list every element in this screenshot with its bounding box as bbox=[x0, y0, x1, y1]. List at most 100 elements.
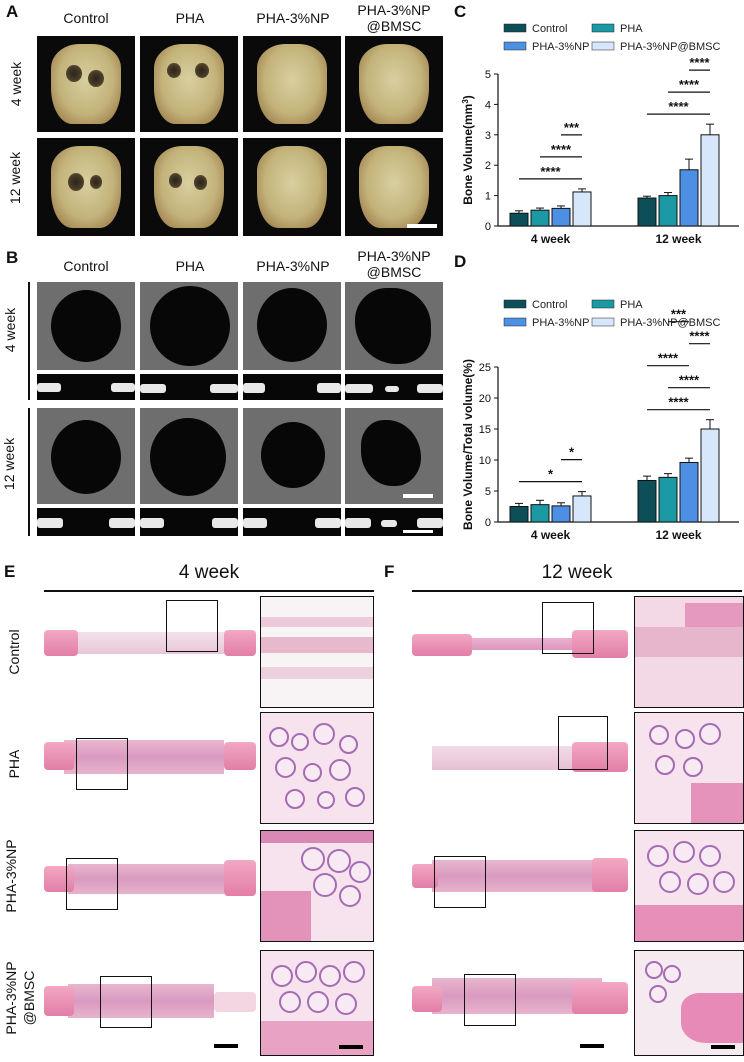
scale-bar-b2 bbox=[403, 530, 433, 533]
legend-label: PHA-3%NP bbox=[532, 317, 589, 329]
panel-label-b: B bbox=[6, 248, 19, 267]
significance-label: *** bbox=[671, 307, 687, 322]
ct-control-4w bbox=[37, 282, 135, 370]
bar bbox=[637, 197, 657, 227]
legend-label: PHA bbox=[620, 23, 643, 35]
y-tick-label: 15 bbox=[479, 424, 491, 436]
legend-swatch bbox=[591, 23, 615, 33]
panel-label-d: D bbox=[454, 252, 467, 271]
y-tick-label: 5 bbox=[485, 69, 491, 81]
scale-bar-e2 bbox=[339, 1045, 363, 1049]
panel-label-e: E bbox=[4, 562, 16, 581]
photo-pha3np-12w bbox=[243, 138, 341, 236]
legend-swatch bbox=[591, 41, 615, 51]
ct-slice-control-4w bbox=[37, 374, 135, 400]
significance-label: * bbox=[548, 467, 554, 482]
histology-control-12w bbox=[412, 596, 628, 706]
significance-label: **** bbox=[689, 55, 710, 70]
header-12week-f: 12 week bbox=[541, 562, 613, 583]
histology-pha3np-4w bbox=[44, 830, 256, 940]
bar bbox=[658, 476, 678, 523]
y-axis-label: Bone Volume(mm3) bbox=[461, 95, 476, 205]
bar bbox=[572, 495, 592, 523]
ct-slice-control-12w bbox=[37, 508, 135, 536]
legend-swatch bbox=[503, 299, 527, 309]
scale-bar-e1 bbox=[214, 1044, 238, 1048]
chart-d: Control PHA PHA-3%NP PHA-3%NP@BMSC 0 5 10 15 20 2… bbox=[461, 299, 739, 542]
bar bbox=[700, 428, 720, 523]
ct-bmsc-4w bbox=[345, 282, 443, 370]
ct-bmsc-12w bbox=[345, 408, 443, 504]
significance-label: **** bbox=[551, 142, 572, 157]
histology-bmsc-12w bbox=[412, 946, 628, 1056]
y-tick-label: 20 bbox=[479, 393, 491, 405]
row-label-bmsc-line2: @BMSC bbox=[21, 970, 37, 1026]
bar bbox=[530, 209, 550, 227]
col-header-pha3np-bmsc: PHA-3%NP @BMSC bbox=[344, 2, 444, 34]
col-header-pha-b: PHA bbox=[175, 258, 205, 274]
bar bbox=[509, 506, 529, 523]
header-4week-e: 4 week bbox=[178, 562, 240, 583]
scale-bar-a bbox=[407, 224, 437, 228]
histology-bmsc-4w bbox=[44, 946, 256, 1056]
legend-label: Control bbox=[532, 23, 567, 35]
row-label-pha-e: PHA bbox=[6, 749, 22, 779]
y-tick-label: 1 bbox=[485, 191, 491, 203]
significance-label: **** bbox=[658, 351, 679, 366]
photo-pha-12w bbox=[140, 138, 238, 236]
legend-label: PHA-3%NP bbox=[532, 41, 589, 53]
scale-bar-b1 bbox=[403, 494, 433, 498]
y-axis-label: Bone Volume/Total volume(%) bbox=[461, 359, 475, 530]
histology-control-4w bbox=[44, 596, 256, 706]
significance-label: * bbox=[569, 445, 575, 460]
y-tick-label: 2 bbox=[485, 160, 491, 172]
bar bbox=[679, 461, 699, 523]
significance-label: **** bbox=[679, 77, 700, 92]
zoom-pha-12w bbox=[634, 712, 744, 824]
col-header-pha: PHA bbox=[175, 10, 205, 26]
legend-label: PHA bbox=[620, 299, 643, 311]
significance-label: **** bbox=[689, 329, 710, 344]
significance-label: **** bbox=[668, 99, 689, 114]
legend-swatch bbox=[591, 317, 615, 327]
col-header-line2-b: @BMSC bbox=[366, 264, 422, 280]
y-tick-label: 25 bbox=[479, 362, 491, 374]
col-header-control-b: Control bbox=[63, 258, 109, 274]
zoom-pha-4w bbox=[260, 712, 374, 824]
col-header-line2: @BMSC bbox=[366, 18, 422, 34]
photo-control-12w bbox=[37, 138, 135, 236]
row-label-12week-a: 12 week bbox=[7, 151, 23, 205]
panel-label-c: C bbox=[454, 2, 467, 21]
col-header-control: Control bbox=[63, 10, 109, 26]
legend-swatch bbox=[503, 317, 527, 327]
ct-pha3np-4w bbox=[243, 282, 341, 370]
photo-bmsc-4w bbox=[345, 36, 443, 132]
legend-swatch bbox=[591, 299, 615, 309]
row-label-4week-b: 4 week bbox=[2, 307, 18, 353]
y-tick-label: 10 bbox=[479, 455, 491, 467]
bar bbox=[658, 195, 678, 227]
panel-label-f: F bbox=[384, 562, 395, 581]
photo-control-4w bbox=[37, 36, 135, 132]
x-tick-label: 4 week bbox=[531, 232, 571, 246]
scale-bar-f2 bbox=[711, 1045, 735, 1049]
col-header-pha3np: PHA-3%NP bbox=[256, 10, 330, 26]
bracket-4week-b bbox=[28, 282, 30, 400]
legend-label: Control bbox=[532, 299, 567, 311]
bar bbox=[572, 191, 592, 227]
zoom-control-4w bbox=[260, 596, 374, 708]
legend-label: PHA-3%NP@BMSC bbox=[620, 41, 720, 53]
col-header-line1: PHA-3%NP bbox=[357, 2, 431, 18]
ct-slice-pha-12w bbox=[140, 508, 238, 536]
ct-control-12w bbox=[37, 408, 135, 504]
legend-label: PHA-3%NP@BMSC bbox=[620, 317, 720, 329]
ct-slice-pha-4w bbox=[140, 374, 238, 400]
y-tick-label: 5 bbox=[485, 486, 491, 498]
legend-swatch bbox=[503, 23, 527, 33]
bar bbox=[679, 169, 699, 227]
histology-pha-4w bbox=[44, 712, 256, 822]
y-tick-label: 4 bbox=[485, 99, 491, 111]
bar bbox=[637, 479, 657, 523]
y-tick-label: 0 bbox=[485, 517, 491, 529]
bracket-12week-b bbox=[28, 408, 30, 536]
